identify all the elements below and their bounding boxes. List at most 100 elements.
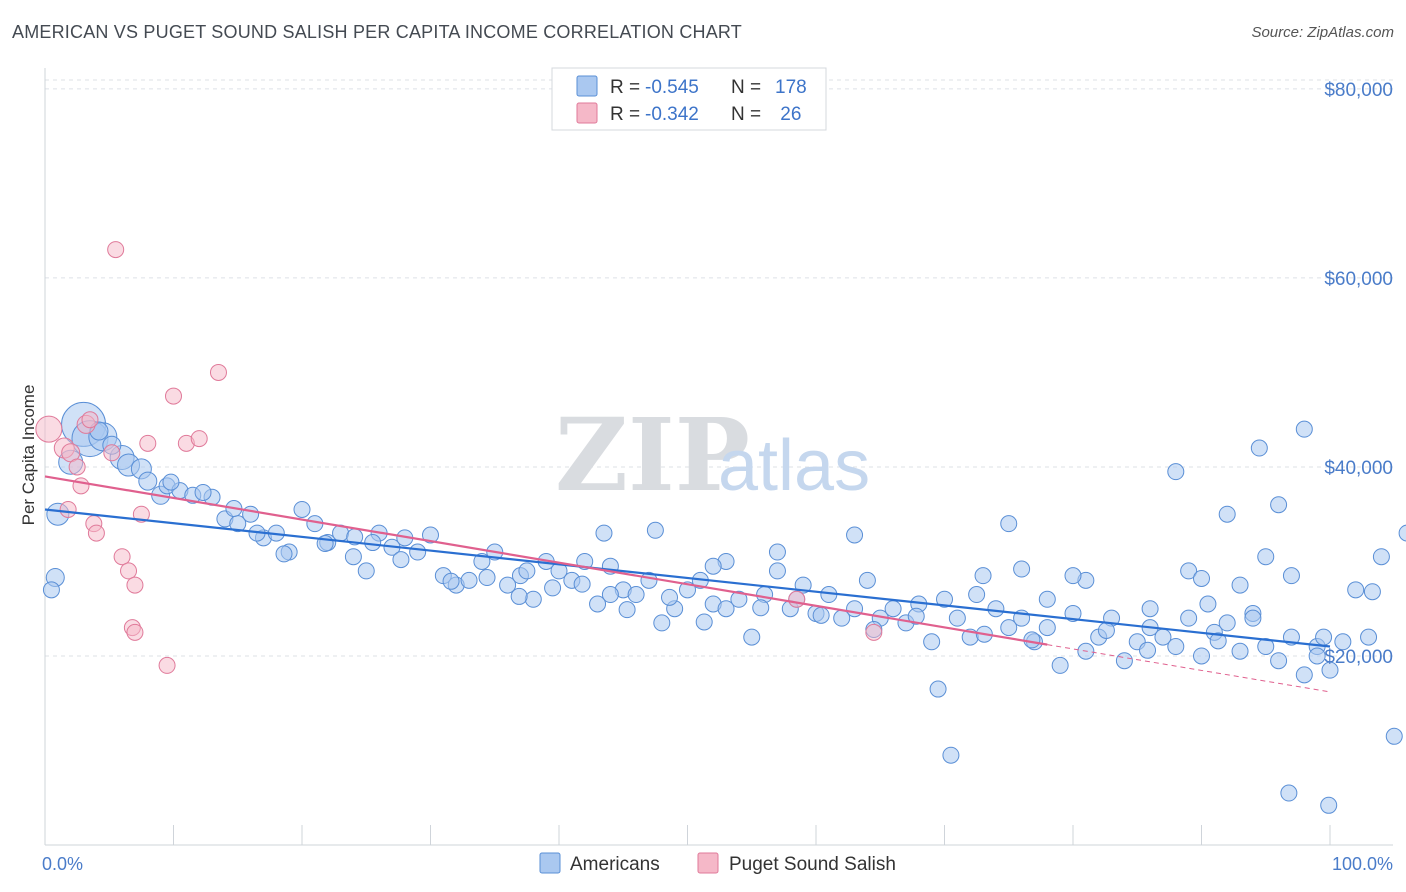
- americans-point-154: [1315, 628, 1333, 646]
- americans-point-100: [1295, 666, 1313, 684]
- americans-point-38: [499, 576, 517, 594]
- americans-point-82: [1064, 604, 1082, 622]
- bottom-legend-label-americans: Americans: [570, 854, 660, 875]
- americans-point-171: [618, 601, 636, 619]
- americans-point-144: [1280, 784, 1298, 802]
- americans-point-128: [1334, 633, 1352, 651]
- chart-title: AMERICAN VS PUGET SOUND SALISH PER CAPIT…: [12, 22, 742, 42]
- chart-source: Source: ZipAtlas.com: [1251, 24, 1394, 41]
- y-tick-labels: $20,000 $40,000 $60,000 $80,000: [1324, 80, 1393, 668]
- americans-point-152: [1141, 600, 1159, 618]
- salish-point-22: [158, 656, 176, 674]
- americans-trend-line: [44, 508, 1331, 648]
- x-tick-label-max: 100.0%: [1332, 854, 1393, 874]
- americans-point-175: [812, 606, 830, 624]
- salish-trend-line-extension: [1047, 644, 1331, 693]
- salish-point-3: [68, 458, 86, 476]
- americans-point-160: [194, 483, 212, 501]
- americans-point-121: [1250, 439, 1268, 457]
- americans-point-129: [1347, 581, 1365, 599]
- trend-lines: [44, 475, 1331, 693]
- americans-point-125: [1295, 420, 1313, 438]
- americans-point-115: [1167, 463, 1185, 481]
- americans-point-91: [1180, 609, 1198, 627]
- americans-point-106: [646, 521, 664, 539]
- americans-point-167: [478, 569, 496, 587]
- americans-point-72: [936, 590, 953, 608]
- watermark: ZIP atlas: [555, 396, 870, 514]
- americans-point-149: [968, 586, 986, 604]
- americans-point-108: [768, 543, 786, 561]
- legend-r-label-1: R =: [610, 77, 640, 98]
- y-tick-label-2: $60,000: [1324, 269, 1393, 290]
- watermark-atlas: atlas: [718, 426, 870, 506]
- americans-point-173: [695, 613, 713, 631]
- americans-point-177: [907, 607, 925, 625]
- salish-points: [35, 241, 883, 674]
- americans-point-112: [1000, 515, 1018, 533]
- americans-point-97: [1257, 638, 1275, 656]
- americans-point-10: [138, 471, 158, 491]
- americans-point-109: [846, 526, 864, 544]
- americans-point-6: [42, 581, 60, 599]
- americans-point-104: [518, 562, 536, 580]
- salish-point-25: [865, 623, 883, 641]
- salish-point-8: [81, 411, 99, 429]
- americans-point-98: [1270, 652, 1288, 670]
- legend-n-label-1: N =: [731, 77, 761, 98]
- salish-point-16: [165, 387, 182, 405]
- salish-point-24: [788, 590, 806, 608]
- americans-point-95: [1231, 642, 1249, 660]
- americans-point-77: [1000, 619, 1018, 637]
- americans-point-57: [743, 628, 761, 646]
- americans-point-119: [1231, 576, 1249, 594]
- americans-point-75: [974, 567, 992, 585]
- americans-point-123: [1270, 496, 1288, 514]
- americans-point-170: [573, 575, 591, 593]
- salish-point-10: [107, 241, 125, 259]
- salish-point-21: [126, 623, 144, 641]
- americans-point-174: [752, 599, 770, 617]
- americans-point-120: [1244, 609, 1262, 627]
- americans-point-105: [595, 524, 613, 542]
- legend-r-label-2: R =: [610, 104, 640, 125]
- americans-point-130: [1360, 628, 1378, 646]
- bottom-legend: Americans Puget Sound Salish: [539, 852, 896, 875]
- americans-point-145: [1320, 796, 1338, 814]
- americans-point-133: [1398, 524, 1406, 542]
- y-axis-label: Per Capita Income: [19, 385, 38, 526]
- americans-point-147: [704, 557, 722, 575]
- salish-point-19: [209, 363, 227, 381]
- americans-point-45: [589, 595, 607, 613]
- americans-point-92: [1193, 647, 1210, 665]
- salish-trend-line: [44, 475, 1048, 646]
- bottom-legend-swatch-americans: [539, 852, 561, 874]
- americans-point-26: [344, 548, 362, 566]
- americans-point-172: [661, 588, 679, 606]
- legend-r-value-1: -0.545: [645, 77, 699, 98]
- americans-point-18: [242, 505, 260, 523]
- americans-point-40: [524, 590, 542, 608]
- legend-n-label-2: N =: [731, 104, 761, 125]
- salish-point-23: [59, 500, 77, 518]
- americans-point-81: [1051, 656, 1069, 674]
- americans-point-155: [1363, 583, 1381, 601]
- legend: R = -0.545 N = 178 R = -0.342 N = 26: [551, 67, 827, 131]
- y-tick-label-0: $20,000: [1324, 647, 1393, 668]
- salish-point-14: [132, 505, 150, 523]
- americans-point-179: [1023, 631, 1041, 649]
- americans-point-56: [730, 590, 748, 608]
- americans-point-131: [1372, 548, 1390, 566]
- americans-point-94: [1218, 614, 1236, 632]
- americans-point-35: [460, 571, 478, 589]
- x-tick-label-min: 0.0%: [42, 854, 83, 874]
- americans-point-113: [1013, 560, 1031, 578]
- americans-point-126: [1308, 647, 1326, 665]
- americans-point-124: [1282, 567, 1300, 585]
- americans-point-180: [1097, 621, 1115, 639]
- americans-point-165: [392, 551, 410, 569]
- americans-point-166: [442, 572, 460, 590]
- salish-point-6: [87, 524, 105, 542]
- salish-point-15: [139, 434, 157, 452]
